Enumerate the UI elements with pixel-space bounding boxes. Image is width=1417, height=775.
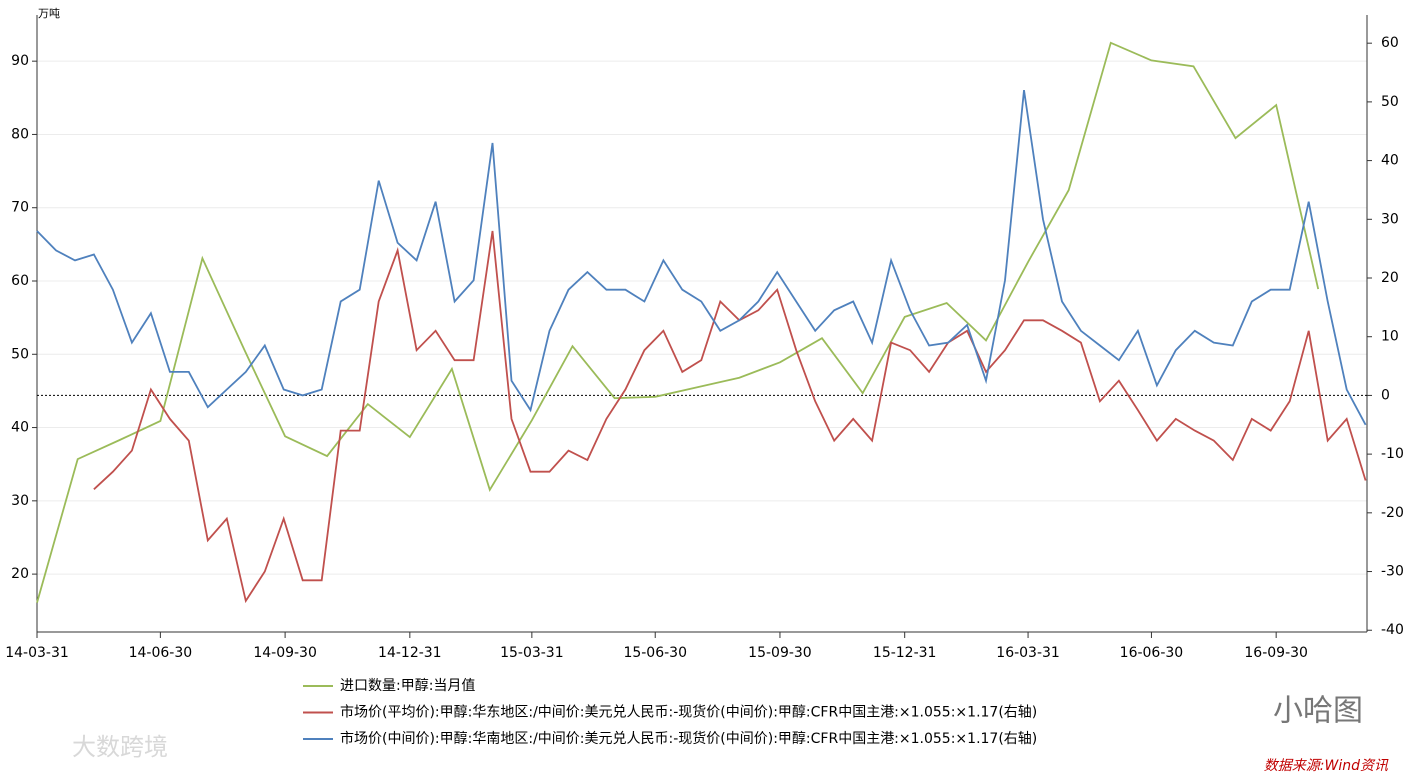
legend-label: 市场价(平均价):甲醇:华东地区:/中间价:美元兑人民币:-现货价(中间价):甲… (340, 704, 1037, 721)
y-tick-label: 50 (11, 346, 29, 362)
x-tick-label: 15-03-31 (500, 645, 564, 661)
source: 数据来源:Wind资讯 (1264, 758, 1389, 774)
unit-label: 万吨 (38, 7, 60, 20)
y2-tick-label: 10 (1381, 329, 1399, 345)
legend-label: 进口数量:甲醇:当月值 (340, 677, 475, 694)
y-tick-label: 30 (11, 493, 29, 509)
x-tick-label: 14-09-30 (253, 645, 317, 661)
y2-tick-label: -30 (1381, 564, 1404, 580)
y2-tick-label: 30 (1381, 211, 1399, 227)
y-tick-label: 90 (11, 53, 29, 69)
series-line (93, 230, 1367, 604)
watermark-site: 大数跨境 (72, 733, 168, 761)
y2-tick-label: 20 (1381, 270, 1399, 286)
x-tick-label: 15-09-30 (748, 645, 812, 661)
y-tick-label: 20 (11, 566, 29, 582)
y-tick-label: 60 (11, 273, 29, 289)
x-tick-label: 16-09-30 (1244, 645, 1308, 661)
y2-tick-label: 0 (1381, 387, 1390, 403)
watermark-logo: 小哈图 (1273, 694, 1363, 729)
legend-label: 市场价(中间价):甲醇:华南地区:/中间价:美元兑人民币:-现货价(中间价):甲… (340, 730, 1037, 747)
x-tick-label: 14-12-31 (378, 645, 442, 661)
y-tick-label: 80 (11, 126, 29, 142)
x-tick-label: 16-06-30 (1120, 645, 1184, 661)
y-tick-label: 70 (11, 200, 29, 216)
x-tick-label: 14-06-30 (129, 645, 193, 661)
x-tick-label: 15-12-31 (873, 645, 937, 661)
y2-tick-label: -10 (1381, 446, 1404, 462)
y2-tick-label: 60 (1381, 35, 1399, 51)
x-tick-label: 14-03-31 (5, 645, 69, 661)
y2-tick-label: -20 (1381, 505, 1404, 521)
y-tick-label: 40 (11, 420, 29, 436)
y2-tick-label: 50 (1381, 94, 1399, 110)
x-tick-label: 16-03-31 (996, 645, 1060, 661)
y2-tick-label: 40 (1381, 153, 1399, 169)
y2-tick-label: -40 (1381, 622, 1404, 638)
x-tick-label: 15-06-30 (623, 645, 687, 661)
series-line (36, 41, 1320, 603)
series-line (36, 89, 1367, 426)
